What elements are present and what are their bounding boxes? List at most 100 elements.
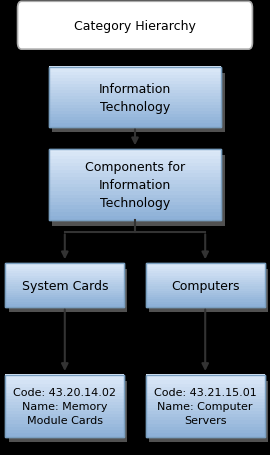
FancyBboxPatch shape	[146, 265, 265, 268]
FancyBboxPatch shape	[49, 156, 221, 161]
FancyBboxPatch shape	[5, 390, 124, 394]
FancyBboxPatch shape	[49, 206, 221, 210]
FancyBboxPatch shape	[146, 269, 265, 273]
FancyBboxPatch shape	[146, 380, 265, 384]
FancyBboxPatch shape	[146, 378, 265, 381]
FancyBboxPatch shape	[146, 304, 265, 307]
FancyBboxPatch shape	[5, 278, 124, 281]
FancyBboxPatch shape	[146, 289, 265, 292]
Text: Information
Technology: Information Technology	[99, 82, 171, 113]
FancyBboxPatch shape	[49, 67, 221, 71]
FancyBboxPatch shape	[146, 418, 265, 421]
FancyBboxPatch shape	[5, 384, 124, 388]
FancyBboxPatch shape	[18, 2, 252, 50]
Text: Code: 43.21.15.01
Name: Computer
Servers: Code: 43.21.15.01 Name: Computer Servers	[154, 387, 256, 425]
FancyBboxPatch shape	[146, 298, 265, 301]
FancyBboxPatch shape	[49, 76, 221, 80]
FancyBboxPatch shape	[146, 272, 265, 275]
FancyBboxPatch shape	[5, 405, 124, 409]
Text: Components for
Information
Technology: Components for Information Technology	[85, 161, 185, 210]
FancyBboxPatch shape	[146, 405, 265, 409]
FancyBboxPatch shape	[5, 375, 124, 437]
FancyBboxPatch shape	[146, 430, 265, 434]
FancyBboxPatch shape	[49, 94, 221, 98]
FancyBboxPatch shape	[5, 424, 124, 428]
FancyBboxPatch shape	[52, 156, 225, 226]
Text: System Cards: System Cards	[22, 279, 108, 292]
FancyBboxPatch shape	[5, 268, 124, 270]
FancyBboxPatch shape	[146, 264, 265, 307]
FancyBboxPatch shape	[146, 302, 265, 305]
FancyBboxPatch shape	[5, 427, 124, 430]
FancyBboxPatch shape	[146, 399, 265, 403]
FancyBboxPatch shape	[49, 192, 221, 196]
FancyBboxPatch shape	[49, 149, 221, 154]
FancyBboxPatch shape	[5, 380, 124, 384]
FancyBboxPatch shape	[49, 106, 221, 110]
FancyBboxPatch shape	[5, 420, 124, 425]
FancyBboxPatch shape	[5, 272, 124, 275]
FancyBboxPatch shape	[49, 100, 221, 104]
FancyBboxPatch shape	[146, 408, 265, 412]
FancyBboxPatch shape	[49, 85, 221, 89]
FancyBboxPatch shape	[49, 88, 221, 92]
FancyBboxPatch shape	[5, 285, 124, 288]
FancyBboxPatch shape	[5, 300, 124, 303]
FancyBboxPatch shape	[5, 263, 124, 266]
FancyBboxPatch shape	[5, 408, 124, 412]
FancyBboxPatch shape	[49, 121, 221, 125]
FancyBboxPatch shape	[5, 287, 124, 290]
FancyBboxPatch shape	[5, 411, 124, 415]
FancyBboxPatch shape	[49, 79, 221, 83]
FancyBboxPatch shape	[146, 300, 265, 303]
FancyBboxPatch shape	[49, 209, 221, 214]
FancyBboxPatch shape	[146, 411, 265, 415]
FancyBboxPatch shape	[49, 71, 221, 74]
FancyBboxPatch shape	[146, 283, 265, 286]
FancyBboxPatch shape	[5, 280, 124, 283]
FancyBboxPatch shape	[146, 278, 265, 281]
Text: Code: 43.20.14.02
Name: Memory
Module Cards: Code: 43.20.14.02 Name: Memory Module Ca…	[13, 387, 116, 425]
FancyBboxPatch shape	[5, 283, 124, 286]
FancyBboxPatch shape	[49, 68, 221, 127]
FancyBboxPatch shape	[49, 163, 221, 168]
FancyBboxPatch shape	[146, 280, 265, 283]
FancyBboxPatch shape	[5, 264, 124, 307]
FancyBboxPatch shape	[9, 381, 127, 442]
FancyBboxPatch shape	[49, 181, 221, 185]
FancyBboxPatch shape	[146, 287, 265, 290]
FancyBboxPatch shape	[146, 293, 265, 296]
FancyBboxPatch shape	[5, 378, 124, 381]
FancyBboxPatch shape	[5, 304, 124, 307]
FancyBboxPatch shape	[49, 103, 221, 107]
FancyBboxPatch shape	[146, 393, 265, 397]
FancyBboxPatch shape	[146, 433, 265, 437]
FancyBboxPatch shape	[49, 174, 221, 178]
FancyBboxPatch shape	[5, 302, 124, 305]
FancyBboxPatch shape	[49, 118, 221, 121]
FancyBboxPatch shape	[5, 387, 124, 391]
FancyBboxPatch shape	[5, 274, 124, 277]
FancyBboxPatch shape	[149, 381, 268, 442]
FancyBboxPatch shape	[49, 112, 221, 116]
FancyBboxPatch shape	[49, 97, 221, 101]
FancyBboxPatch shape	[5, 396, 124, 400]
FancyBboxPatch shape	[49, 167, 221, 171]
FancyBboxPatch shape	[49, 150, 221, 221]
FancyBboxPatch shape	[5, 265, 124, 268]
FancyBboxPatch shape	[146, 387, 265, 391]
FancyBboxPatch shape	[5, 374, 124, 379]
FancyBboxPatch shape	[5, 291, 124, 294]
FancyBboxPatch shape	[146, 415, 265, 419]
FancyBboxPatch shape	[5, 269, 124, 273]
FancyBboxPatch shape	[146, 276, 265, 279]
FancyBboxPatch shape	[5, 295, 124, 298]
FancyBboxPatch shape	[49, 73, 221, 77]
FancyBboxPatch shape	[146, 285, 265, 288]
FancyBboxPatch shape	[49, 160, 221, 164]
FancyBboxPatch shape	[146, 402, 265, 406]
Text: Category Hierarchy: Category Hierarchy	[74, 20, 196, 33]
FancyBboxPatch shape	[49, 82, 221, 86]
FancyBboxPatch shape	[5, 430, 124, 434]
FancyBboxPatch shape	[49, 91, 221, 95]
